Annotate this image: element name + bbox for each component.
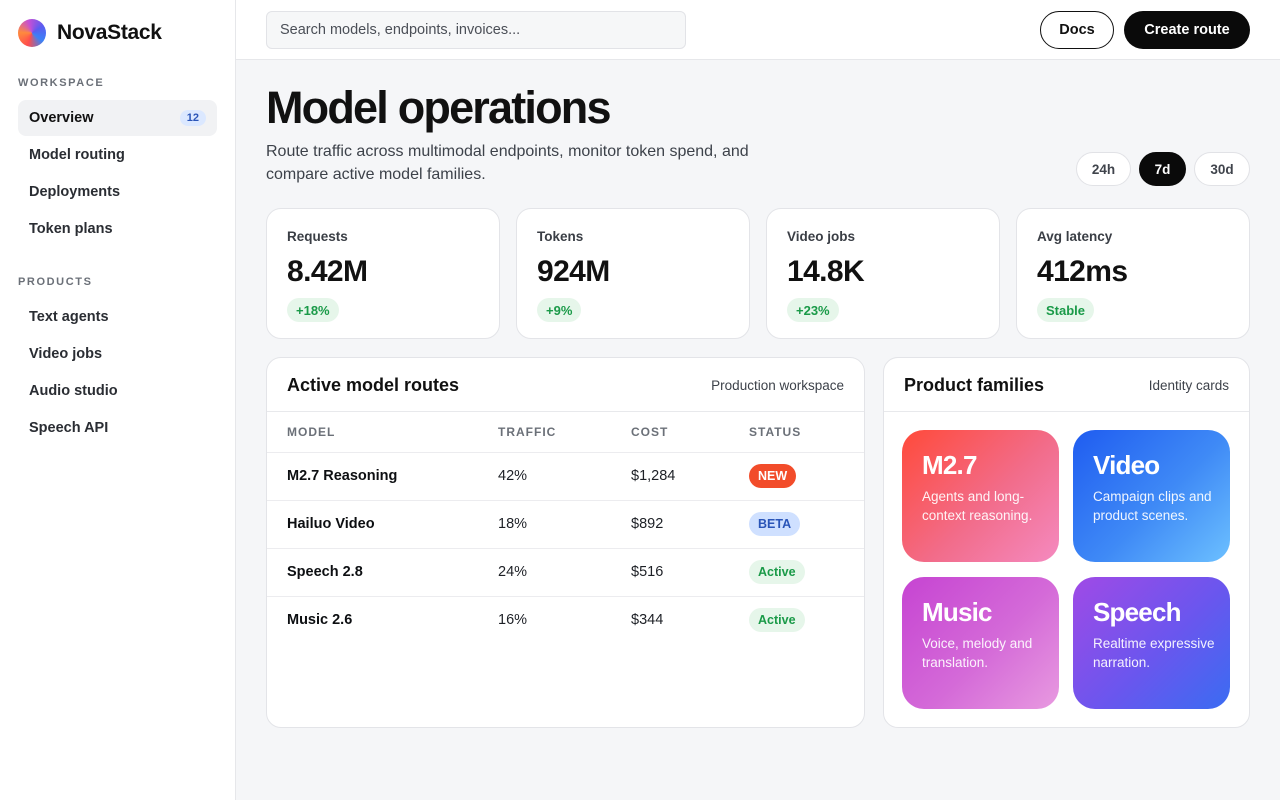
status-badge: Active [749, 560, 805, 584]
column-header-status: STATUS [749, 425, 802, 439]
search-input[interactable] [266, 11, 686, 49]
family-description: Agents and long-context reasoning. [922, 489, 1033, 523]
column-header-model: MODEL [287, 425, 336, 439]
sidebar-item-label: Text agents [29, 309, 109, 325]
family-name: Video [1093, 450, 1160, 480]
sidebar-item-audio-studio[interactable]: Audio studio [18, 373, 217, 409]
cost-value: $892 [631, 516, 664, 532]
sidebar-item-label: Overview [29, 110, 94, 126]
status-badge: NEW [749, 464, 797, 488]
cost-value: $344 [631, 612, 664, 628]
family-name: Music [922, 597, 992, 627]
stat-value: 14.8K [787, 255, 865, 288]
stat-label: Avg latency [1037, 229, 1113, 244]
sidebar-item-token-plans[interactable]: Token plans [18, 211, 217, 247]
table-row[interactable]: Speech 2.8 24% $516 Active [267, 548, 864, 596]
family-name: Speech [1093, 597, 1181, 627]
sidebar-item-deployments[interactable]: Deployments [18, 174, 217, 210]
sidebar-item-text-agents[interactable]: Text agents [18, 299, 217, 335]
family-description: Realtime expressive narration. [1093, 636, 1215, 670]
sidebar-item-label: Token plans [29, 221, 113, 237]
topbar: Docs Create route [236, 0, 1280, 60]
model-name: Hailuo Video [287, 516, 375, 532]
product-families-panel: Product families Identity cards M2.7 Age… [883, 357, 1250, 728]
sidebar-item-speech-api[interactable]: Speech API [18, 410, 217, 446]
model-name: M2.7 Reasoning [287, 468, 398, 484]
sidebar-item-overview[interactable]: Overview 12 [18, 100, 217, 136]
count-badge: 12 [179, 110, 206, 126]
column-header-traffic: TRAFFIC [498, 425, 557, 439]
stat-value: 412ms [1037, 255, 1128, 288]
workspace-heading: WORKSPACE [18, 77, 105, 89]
stat-card-video-jobs: Video jobs 14.8K +23% [766, 208, 1000, 339]
sidebar-item-label: Speech API [29, 420, 109, 436]
sidebar-item-label: Audio studio [29, 383, 118, 399]
traffic-value: 16% [498, 612, 528, 628]
stat-value: 924M [537, 255, 610, 288]
sidebar-item-label: Model routing [29, 147, 125, 163]
stat-value: 8.42M [287, 255, 368, 288]
brand[interactable]: NovaStack [18, 19, 162, 47]
cost-value: $516 [631, 564, 664, 580]
table-row[interactable]: M2.7 Reasoning 42% $1,284 NEW [267, 452, 864, 500]
gradient-orb-logo-icon [18, 19, 46, 47]
range-24h-button[interactable]: 24h [1076, 152, 1131, 186]
stat-delta-badge: +23% [787, 298, 839, 322]
sidebar-item-label: Deployments [29, 184, 121, 200]
divider [267, 411, 864, 412]
panel-meta: Identity cards [1148, 378, 1229, 393]
stat-label: Video jobs [787, 229, 856, 244]
traffic-value: 18% [498, 516, 528, 532]
family-description: Voice, melody and translation. [922, 636, 1033, 670]
page-subtitle: Route traffic across multimodal endpoint… [266, 143, 749, 183]
panel-title: Product families [904, 375, 1045, 395]
panel-meta: Production workspace [711, 378, 844, 393]
traffic-value: 42% [498, 468, 528, 484]
status-badge: Active [749, 608, 805, 632]
stat-label: Tokens [537, 229, 584, 244]
docs-button[interactable]: Docs [1040, 11, 1114, 49]
family-card-music[interactable]: Music Voice, melody and translation. [902, 577, 1059, 709]
active-routes-panel: Active model routes Production workspace… [266, 357, 865, 728]
stat-card-avg-latency: Avg latency 412ms Stable [1016, 208, 1250, 339]
sidebar-item-video-jobs[interactable]: Video jobs [18, 336, 217, 372]
model-name: Speech 2.8 [287, 564, 363, 580]
sidebar-item-label: Video jobs [29, 346, 103, 362]
traffic-value: 24% [498, 564, 528, 580]
family-description: Campaign clips and product scenes. [1093, 489, 1212, 523]
sidebar: NovaStack WORKSPACE Overview 12 Model ro… [0, 0, 236, 800]
page-title: Model operations [266, 82, 612, 133]
stat-delta-badge: Stable [1037, 298, 1095, 322]
table-row[interactable]: Music 2.6 16% $344 Active [267, 596, 864, 644]
stat-delta-badge: +18% [287, 298, 339, 322]
family-card-m27[interactable]: M2.7 Agents and long-context reasoning. [902, 430, 1059, 562]
range-30d-button[interactable]: 30d [1194, 152, 1250, 186]
cost-value: $1,284 [631, 468, 676, 484]
stat-card-requests: Requests 8.42M +18% [266, 208, 500, 339]
family-card-speech[interactable]: Speech Realtime expressive narration. [1073, 577, 1230, 709]
family-card-video[interactable]: Video Campaign clips and product scenes. [1073, 430, 1230, 562]
stat-label: Requests [287, 229, 348, 244]
stat-delta-badge: +9% [537, 298, 582, 322]
family-name: M2.7 [922, 450, 977, 480]
sidebar-item-model-routing[interactable]: Model routing [18, 137, 217, 173]
range-7d-button[interactable]: 7d [1139, 152, 1186, 186]
model-name: Music 2.6 [287, 612, 353, 628]
create-route-button[interactable]: Create route [1124, 11, 1250, 49]
panel-title: Active model routes [287, 375, 460, 395]
status-badge: BETA [749, 512, 801, 536]
stat-card-tokens: Tokens 924M +9% [516, 208, 750, 339]
column-header-cost: COST [631, 425, 669, 439]
brand-name: NovaStack [57, 21, 162, 44]
table-row[interactable]: Hailuo Video 18% $892 BETA [267, 500, 864, 548]
products-heading: PRODUCTS [18, 276, 93, 288]
divider [884, 411, 1249, 412]
